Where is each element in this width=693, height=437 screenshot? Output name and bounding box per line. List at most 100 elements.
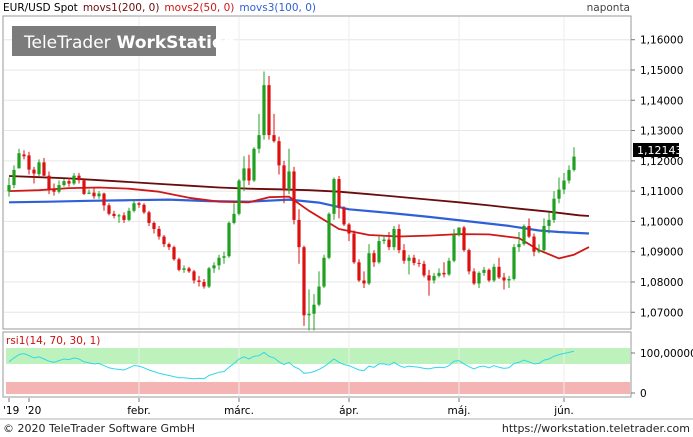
candle-body [12,169,16,186]
candle [432,272,436,284]
footer-url[interactable]: https://workstation.teletrader.com [502,422,690,435]
candle-body [417,262,421,264]
candle [67,177,71,187]
candle-body [292,171,296,220]
candle [202,278,206,289]
candle [547,212,551,234]
candle [257,113,261,154]
candle [542,218,546,252]
candle [342,206,346,226]
candle [567,165,571,184]
watermark-brand-bold: WorkStation [117,33,236,53]
price-tick-label: 1,12000 [640,156,683,168]
candle [417,259,421,267]
candle [362,271,366,289]
candle-body [257,135,261,149]
price-tick-label: 1,15000 [640,65,683,77]
candle [212,262,216,273]
candle-body [527,225,531,237]
candle [537,244,541,254]
candle-body [412,257,416,263]
candle-body [147,212,151,223]
candle-body [137,203,141,205]
candlesticks [7,71,576,331]
candle [507,275,511,289]
time-tick-label: márc. [224,405,254,417]
candle [127,207,131,222]
candle-body [302,247,306,316]
candle-body [202,281,206,287]
candle-body [117,215,121,217]
price-tick-label: 1,09000 [640,247,683,259]
candle [117,213,121,223]
candle-body [467,250,471,272]
candle [92,188,96,199]
candle [372,250,376,267]
candle [87,189,91,195]
candle [367,244,371,285]
candle [297,209,301,264]
rsi-tick-label: 100,00000 [640,348,693,360]
candle-body [392,228,396,248]
footer-copyright: © 2020 TeleTrader Software GmbH [3,422,195,435]
candle-body [132,203,136,211]
candle-body [357,262,361,281]
candle-body [142,204,146,213]
legend-movs2: movs2(50, 0) [164,2,234,14]
candle-body [502,277,506,281]
candle [147,210,151,226]
period-label[interactable]: naponta [587,2,630,14]
candle-body [492,266,496,281]
price-panel[interactable] [2,15,632,330]
candle-body [487,269,491,281]
candle-body [197,280,201,282]
candle-body [72,175,76,184]
candle-body [522,225,526,245]
candle-body [7,185,11,192]
candle-body [277,141,281,166]
candle-body [157,228,161,237]
candle-body [47,175,51,190]
candle-body [207,268,211,287]
rsi-oversold-zone [6,382,630,394]
candle-body [552,198,556,220]
candle [282,160,286,204]
candle [97,191,101,199]
candle-body [317,286,321,305]
candle [482,266,486,276]
candle-body [77,175,81,181]
candle [77,172,81,184]
candle-body [452,235,456,261]
candle [407,254,411,275]
candle-body [422,263,426,276]
candle [162,235,166,248]
candle [207,266,211,289]
candle-body [152,222,156,229]
candle-body [162,236,166,245]
rsi-line [8,350,575,380]
candle [457,227,461,237]
candle-body [457,227,461,236]
candle [57,180,61,194]
last-price-box [633,143,679,157]
candle-body [532,236,536,252]
candle-body [92,192,96,197]
candle [252,147,256,183]
candle [402,244,406,264]
price-tick-label: 1,08000 [640,277,683,289]
candle-body [62,181,66,186]
candle [82,179,86,196]
candle [312,294,316,331]
last-price-label: 1,12143 [637,144,683,157]
candle-body [562,180,566,190]
movs1-line [8,175,590,217]
candle-body [222,256,226,258]
price-tick-label: 1,10000 [640,216,683,228]
candle [227,221,231,258]
rsi-tick-label: 0 [640,388,647,400]
candle [332,177,336,220]
candle [467,248,471,275]
candle-body [267,85,271,136]
candle-body [547,219,551,226]
